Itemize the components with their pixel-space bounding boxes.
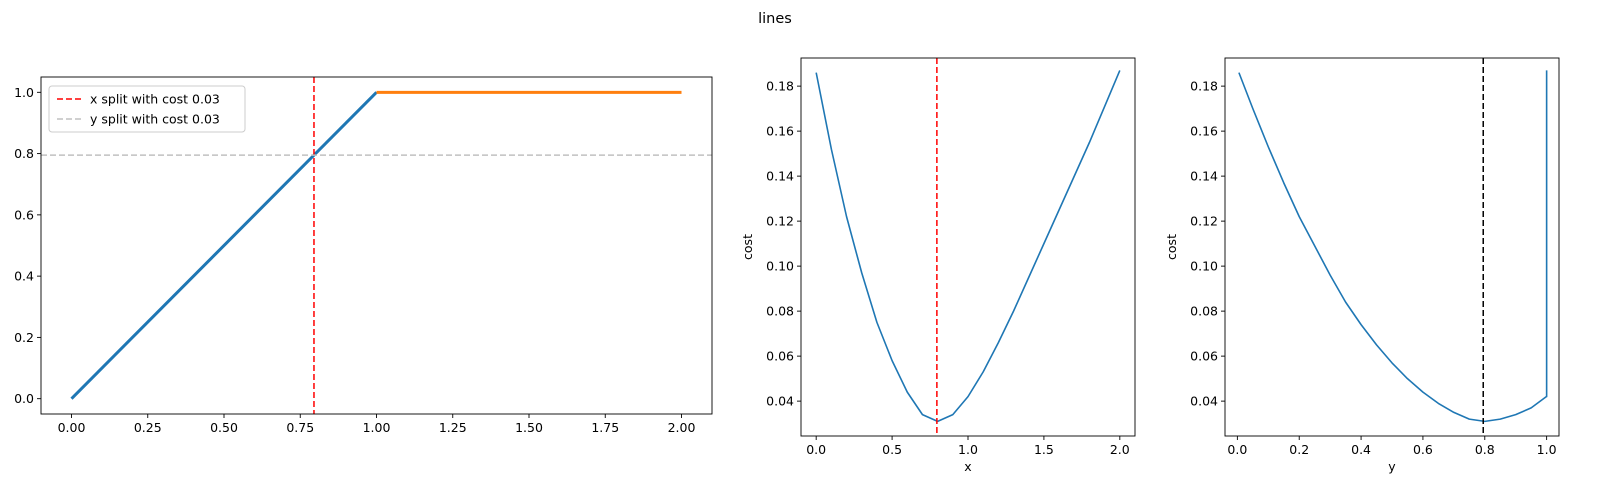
y-tick-label: 0.12: [1190, 214, 1218, 229]
y-tick-label: 0.06: [766, 349, 794, 364]
y-tick-label: 0.18: [1190, 79, 1218, 94]
x-tick-label: 0.50: [210, 420, 238, 435]
x-tick-label: 0.25: [134, 420, 162, 435]
y-tick-label: 0.10: [1190, 259, 1218, 274]
x-tick-label: 0.5: [882, 442, 902, 457]
figure-title: lines: [758, 11, 792, 27]
y-tick-label: 0.6: [14, 207, 34, 222]
x-tick-label: 1.50: [515, 420, 543, 435]
x-tick-label: 1.00: [363, 420, 391, 435]
legend: x split with cost 0.03 y split with cost …: [48, 85, 246, 133]
x-tick-label: 1.25: [439, 420, 467, 435]
series-line-1: [815, 70, 1121, 423]
x-tick-label: 0.00: [58, 420, 86, 435]
subplot-1: 0.00 0.25 0.50 0.75 1.00 1.25 1.50 1.75 2.00 0.0 0…: [14, 76, 713, 435]
y-tick-label: 0.14: [766, 169, 794, 184]
series-line-1: [70, 91, 378, 400]
legend-entry: x split with cost 0.03: [90, 92, 220, 107]
x-tick-label: 0.0: [1227, 442, 1247, 457]
y-tick-label: 0.04: [1190, 394, 1218, 409]
y-tick-label: 0.16: [766, 124, 794, 139]
y-tick-label: 0.16: [1190, 124, 1218, 139]
x-tick-label: 1.5: [1034, 442, 1054, 457]
y-axis-label: cost: [1164, 234, 1179, 260]
x-tick-label: 0.6: [1413, 442, 1433, 457]
y-tick-label: 0.8: [14, 146, 34, 161]
x-tick-label: 0.0: [806, 442, 826, 457]
subplot-3: 0.0 0.2 0.4 0.6 0.8 1.0 0.04 0.06 0.08 0.10 0.12 0.…: [1164, 57, 1560, 474]
y-tick-label: 0.04: [766, 394, 794, 409]
y-tick-label: 0.4: [14, 269, 34, 284]
axes-frame: [800, 57, 1136, 437]
y-tick-label: 0.08: [1190, 304, 1218, 319]
y-axis-label: cost: [740, 234, 755, 260]
y-tick-label: 0.18: [766, 79, 794, 94]
x-tick-label: 2.0: [1110, 442, 1130, 457]
y-tick-label: 1.0: [14, 85, 34, 100]
y-tick-label: 0.14: [1190, 169, 1218, 184]
x-tick-label: 0.8: [1475, 442, 1495, 457]
series-line-1: [1238, 70, 1548, 423]
y-tick-label: 0.06: [1190, 349, 1218, 364]
axes-frame: [1224, 57, 1560, 437]
x-tick-label: 1.0: [958, 442, 978, 457]
y-tick-label: 0.12: [766, 214, 794, 229]
x-tick-label: 1.0: [1537, 442, 1557, 457]
subplot-2: 0.0 0.5 1.0 1.5 2.0 0.04 0.06 0.08 0.10 0.12 0.14 0…: [740, 57, 1136, 474]
x-tick-label: 0.4: [1351, 442, 1371, 457]
y-tick-label: 0.0: [14, 391, 34, 406]
x-axis-label: x: [964, 459, 971, 474]
legend-box: [48, 85, 246, 133]
y-tick-label: 0.2: [14, 330, 34, 345]
x-tick-label: 0.2: [1289, 442, 1309, 457]
x-tick-label: 2.00: [668, 420, 696, 435]
x-tick-label: 0.75: [286, 420, 314, 435]
x-axis-label: y: [1388, 459, 1396, 474]
y-tick-label: 0.08: [766, 304, 794, 319]
y-tick-label: 0.10: [766, 259, 794, 274]
x-tick-label: 1.75: [591, 420, 619, 435]
legend-entry: y split with cost 0.03: [90, 112, 220, 127]
